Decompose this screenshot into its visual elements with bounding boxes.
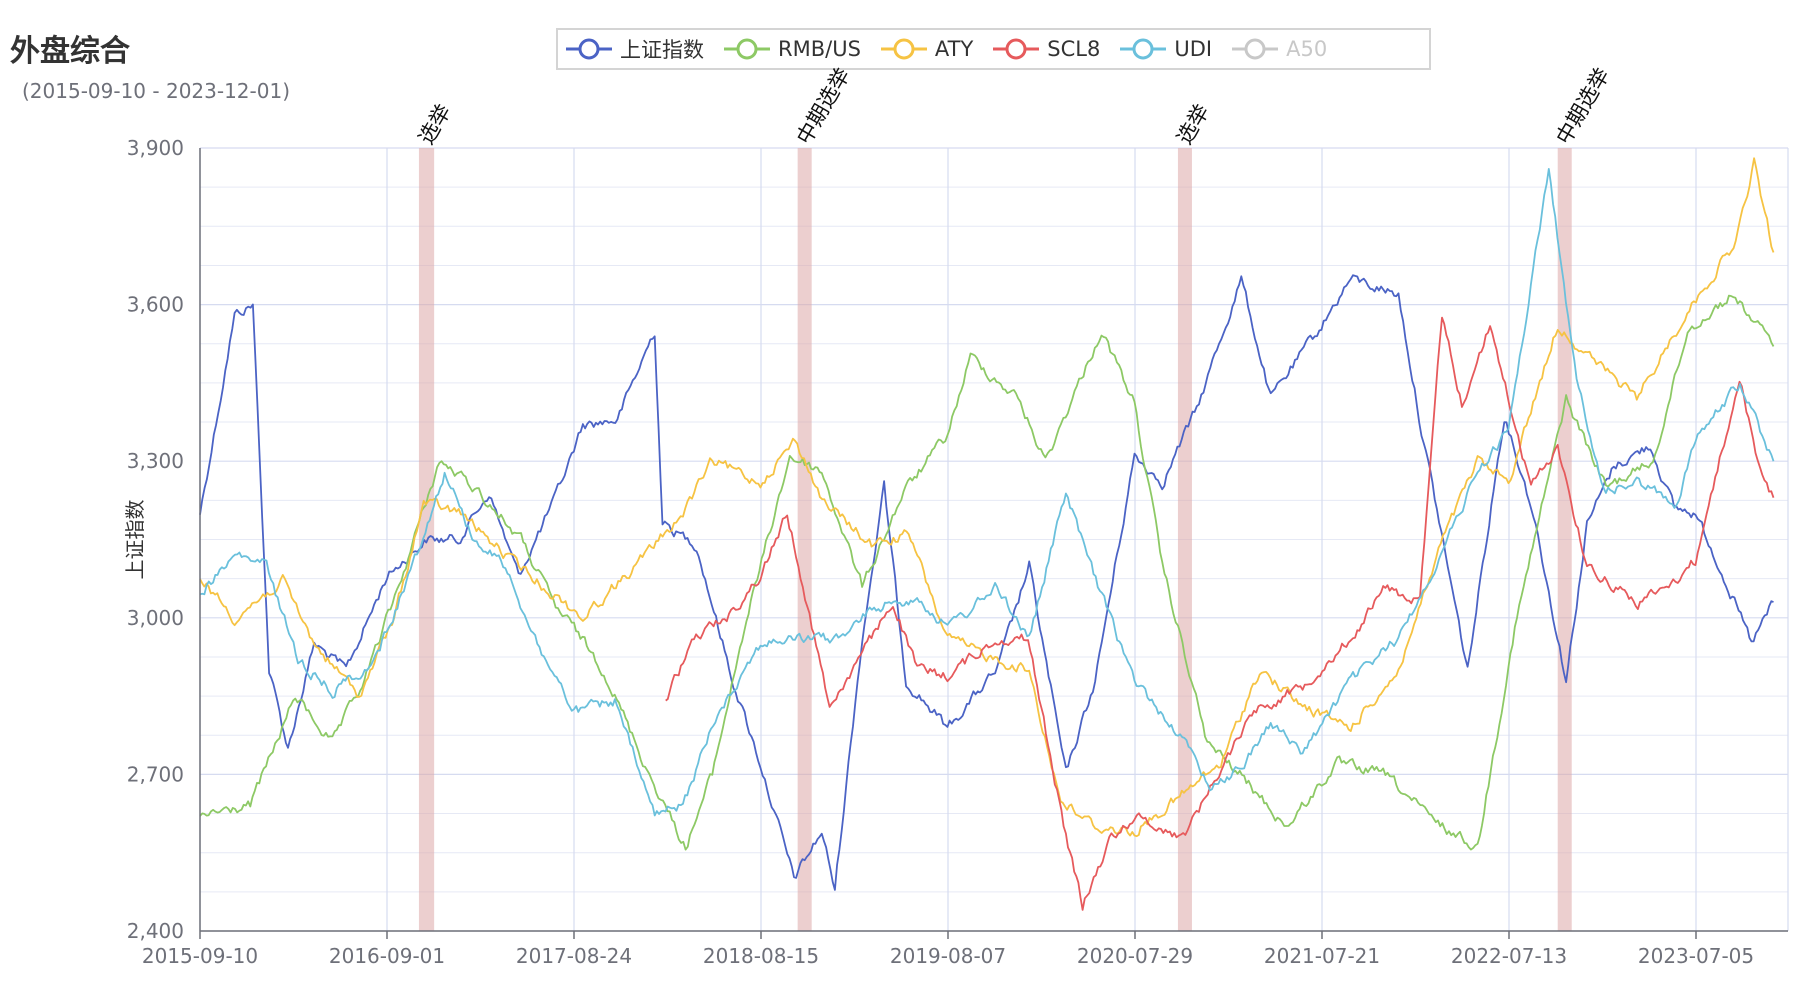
- legend-label: RMB/US: [778, 37, 861, 61]
- legend-item[interactable]: SCL8: [993, 37, 1100, 61]
- event-label: 选举: [414, 100, 456, 148]
- y-tick-label: 2,700: [127, 762, 184, 786]
- x-tick-label: 2023-07-05: [1638, 944, 1754, 968]
- legend-item[interactable]: UDI: [1120, 37, 1212, 61]
- legend-label: UDI: [1174, 37, 1213, 61]
- x-tick-label: 2019-08-07: [890, 944, 1006, 968]
- event-label: 选举: [1172, 100, 1214, 148]
- x-tick-label: 2015-09-10: [142, 944, 258, 968]
- legend-line-circle-icon: [1232, 38, 1279, 60]
- event-band: [1177, 148, 1192, 931]
- y-axis-title: 上证指数: [123, 500, 147, 580]
- legend-line-circle-icon: [993, 38, 1040, 60]
- event-band: [1557, 148, 1572, 931]
- legend-line-circle-icon: [880, 38, 927, 60]
- event-band: [418, 148, 435, 931]
- y-tick-label: 3,600: [127, 293, 184, 317]
- legend-line-circle-icon: [724, 38, 770, 60]
- series-line: [665, 316, 1775, 911]
- chart-title: 外盘综合: [10, 34, 130, 69]
- chart-legend: 上证指数 RMB/US ATY SCL8 UDI A50: [556, 28, 1431, 70]
- series-line: [199, 274, 1774, 891]
- legend-line-circle-icon: [1120, 38, 1167, 60]
- series-line: [199, 168, 1775, 817]
- x-tick-label: 2021-07-21: [1264, 944, 1380, 968]
- legend-item[interactable]: RMB/US: [724, 37, 861, 61]
- x-tick-label: 2022-07-13: [1451, 944, 1567, 968]
- series-line: [199, 294, 1775, 851]
- y-tick-label: 3,000: [127, 606, 184, 630]
- x-tick-label: 2020-07-29: [1077, 944, 1193, 968]
- y-tick-label: 2,400: [127, 919, 184, 943]
- legend-line-circle-icon: [566, 38, 612, 60]
- legend-label: 上证指数: [620, 38, 704, 62]
- date-range-subtitle: (2015-09-10 - 2023-12-01): [22, 79, 290, 103]
- y-tick-label: 3,900: [127, 136, 184, 160]
- legend-item[interactable]: ATY: [880, 37, 974, 61]
- x-tick-label: 2017-08-24: [516, 944, 632, 968]
- x-tick-label: 2016-09-01: [329, 944, 445, 968]
- legend-label: SCL8: [1047, 37, 1101, 61]
- x-tick-label: 2018-08-15: [703, 944, 819, 968]
- y-tick-label: 3,300: [127, 449, 184, 473]
- legend-label: A50: [1286, 37, 1328, 61]
- legend-label: ATY: [934, 37, 974, 61]
- legend-item[interactable]: A50: [1232, 37, 1327, 61]
- legend-item[interactable]: 上证指数: [566, 34, 704, 64]
- event-label: 中期选举: [1552, 64, 1615, 149]
- event-label: 中期选举: [792, 64, 855, 149]
- event-band: [797, 148, 812, 931]
